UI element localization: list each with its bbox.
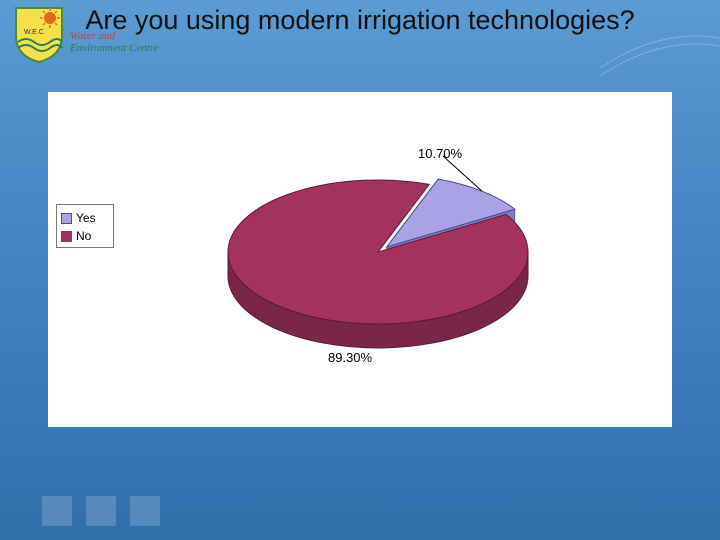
datalabel-yes: 10.70% bbox=[418, 146, 462, 161]
legend-swatch-yes bbox=[61, 213, 72, 224]
org-logo: W.E.C Water and Environment Centre bbox=[12, 6, 212, 66]
footer-square bbox=[86, 496, 116, 526]
legend-item-yes: Yes bbox=[61, 209, 109, 227]
logo-text: Water and Environment Centre bbox=[70, 30, 159, 54]
footer-square bbox=[130, 496, 160, 526]
pie-svg bbox=[208, 142, 548, 382]
header: Are you using modern irrigation technolo… bbox=[0, 0, 720, 70]
logo-line2: Environment Centre bbox=[70, 42, 159, 54]
decorative-curve bbox=[600, 28, 720, 78]
slide: Are you using modern irrigation technolo… bbox=[0, 0, 720, 540]
legend: Yes No bbox=[56, 204, 114, 248]
shield-icon: W.E.C bbox=[12, 6, 66, 64]
footer-decoration bbox=[42, 496, 160, 526]
chart-panel: Yes No 10.70% 89.30% bbox=[48, 92, 672, 427]
legend-swatch-no bbox=[61, 231, 72, 242]
datalabel-no: 89.30% bbox=[328, 350, 372, 365]
legend-label: Yes bbox=[76, 211, 96, 225]
logo-line1: Water and bbox=[70, 30, 159, 42]
footer-square bbox=[42, 496, 72, 526]
pie-chart: 10.70% 89.30% bbox=[208, 142, 548, 382]
legend-label: No bbox=[76, 229, 91, 243]
svg-text:W.E.C: W.E.C bbox=[24, 29, 44, 36]
legend-item-no: No bbox=[61, 227, 109, 245]
